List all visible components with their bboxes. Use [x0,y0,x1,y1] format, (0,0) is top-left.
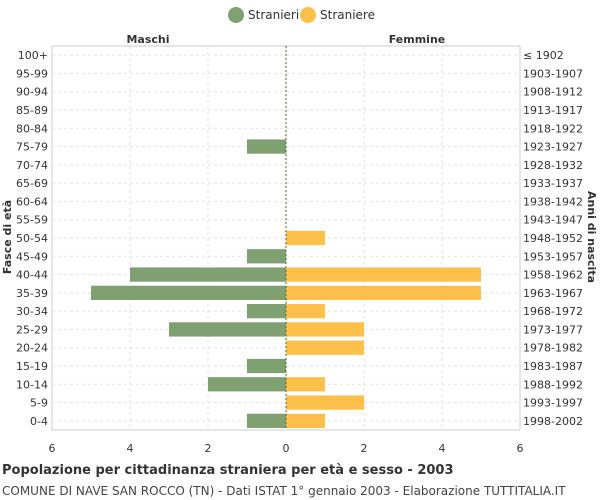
y-axis-label-right: Anni di nascita [585,191,598,283]
x-tick-label: 6 [517,442,524,455]
bar-straniere [286,340,364,355]
birth-year-tick-label: 1958-1962 [523,269,583,282]
birth-year-tick-label: 1998-2002 [523,415,583,428]
age-tick-label: 80-84 [16,122,48,135]
age-tick-label: 90-94 [16,86,48,99]
age-tick-label: 5-9 [30,397,48,410]
x-tick-label: 4 [127,442,134,455]
age-tick-label: 20-24 [16,342,48,355]
age-tick-label: 95-99 [16,67,48,80]
birth-year-tick-label: 1948-1952 [523,232,583,245]
age-tick-label: 65-69 [16,177,48,190]
legend-swatch [228,7,244,23]
side-label-maschi: Maschi [126,33,169,46]
birth-year-tick-label: 1913-1917 [523,104,583,117]
bar-stranieri [169,322,286,337]
tick-labels: 100+ ≤ 1902 95-99 1903-1907 90-94 1908-1912 85… [16,49,583,455]
bar-stranieri [247,413,286,428]
birth-year-tick-label: 1963-1967 [523,287,583,300]
x-tick-label: 2 [205,442,212,455]
birth-year-tick-label: 1993-1997 [523,397,583,410]
age-tick-label: 85-89 [16,104,48,117]
bar-stranieri [247,139,286,154]
x-tick-label: 6 [49,442,56,455]
legend-label: Stranieri [248,8,299,22]
bar-straniere [286,377,325,392]
bar-straniere [286,395,364,410]
age-tick-label: 40-44 [16,269,48,282]
age-tick-label: 50-54 [16,232,48,245]
bar-stranieri [208,377,286,392]
x-tick-label: 4 [439,442,446,455]
birth-year-tick-label: 1933-1937 [523,177,583,190]
birth-year-tick-label: 1918-1922 [523,122,583,135]
bar-straniere [286,230,325,246]
birth-year-tick-label: 1988-1992 [523,378,583,391]
birth-year-tick-label: 1968-1972 [523,305,583,318]
age-tick-label: 10-14 [16,378,48,391]
age-tick-label: 35-39 [16,287,48,300]
age-tick-label: 15-19 [16,360,48,373]
bar-straniere [286,304,325,319]
bar-stranieri [247,249,286,264]
bar-straniere [286,413,325,428]
chart-subtitle: COMUNE DI NAVE SAN ROCCO (TN) - Dati IST… [2,484,566,498]
age-tick-label: 100+ [18,49,48,62]
birth-year-tick-label: 1978-1982 [523,342,583,355]
birth-year-tick-label: 1938-1942 [523,195,583,208]
age-tick-label: 45-49 [16,250,48,263]
birth-year-tick-label: 1983-1987 [523,360,583,373]
age-tick-label: 30-34 [16,305,48,318]
birth-year-tick-label: 1923-1927 [523,141,583,154]
chart-title: Popolazione per cittadinanza straniera p… [2,463,454,478]
x-tick-label: 2 [361,442,368,455]
bar-stranieri [247,304,286,319]
x-tick-label: 0 [283,442,290,455]
bar-stranieri [130,267,286,282]
legend-swatch [300,7,316,23]
birth-year-tick-label: 1903-1907 [523,67,583,80]
age-tick-label: 60-64 [16,195,48,208]
bar-straniere [286,322,364,337]
bar-straniere [286,285,481,300]
age-tick-label: 70-74 [16,159,48,172]
birth-year-tick-label: 1908-1912 [523,86,583,99]
age-tick-label: 55-59 [16,214,48,227]
birth-year-tick-label: 1953-1957 [523,250,583,263]
side-label-femmine: Femmine [389,33,446,46]
age-tick-label: 0-4 [30,415,48,428]
birth-year-tick-label: 1943-1947 [523,214,583,227]
birth-year-tick-label: 1928-1932 [523,159,583,172]
legend-label: Straniere [320,8,375,22]
bars [91,46,481,430]
legend: Stranieri Straniere [228,7,375,23]
bar-stranieri [91,285,286,300]
age-tick-label: 25-29 [16,323,48,336]
y-axis-label-left: Fasce di età [1,200,14,274]
age-tick-label: 75-79 [16,141,48,154]
bar-straniere [286,267,481,282]
birth-year-tick-label: 1973-1977 [523,323,583,336]
birth-year-tick-label: ≤ 1902 [523,49,564,62]
bar-stranieri [247,358,286,374]
